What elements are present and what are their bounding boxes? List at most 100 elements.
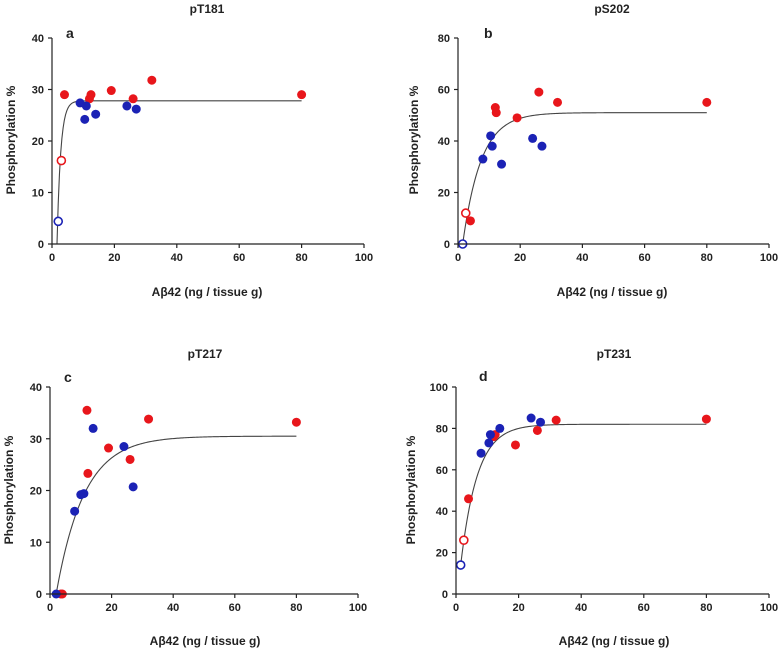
x-tick-label: 20 [514, 252, 526, 264]
x-tick-label: 40 [167, 602, 179, 614]
panel-c-fit-curve [55, 435, 297, 595]
panel-b-axes [454, 37, 770, 248]
open-blue-data-point [53, 216, 64, 227]
y-tick-label: 10 [32, 188, 44, 200]
y-tick-label: 0 [442, 589, 448, 601]
blue-data-point [478, 154, 488, 164]
panel-a-y-axis-label: Phosphorylation % [4, 85, 18, 194]
panel-d-y-axis-label: Phosphorylation % [404, 435, 418, 544]
panel-a-x-axis-label: Aβ42 (ng / tissue g) [152, 285, 263, 299]
panel-d-tick-labels: 0 20 40 60 80 100 0 20 40 60 80 100 [430, 382, 779, 614]
y-tick-label: 20 [438, 188, 450, 200]
open-red-data-point [56, 155, 67, 166]
red-data-point [82, 405, 92, 415]
red-data-point [291, 417, 301, 427]
blue-data-point [486, 131, 496, 141]
open-red-data-point [459, 535, 469, 545]
y-tick-label: 0 [36, 589, 42, 601]
panel-a: pT181 a Phosphorylation % Aβ42 (ng / tis… [4, 2, 373, 299]
panel-c: pT217 c Phosphorylation % Aβ42 (ng / tis… [2, 347, 367, 648]
x-tick-label: 100 [349, 602, 367, 614]
panel-d-title: pT231 [597, 347, 632, 361]
red-data-point [534, 87, 544, 97]
x-tick-label: 20 [108, 252, 120, 264]
panel-c-title: pT217 [188, 347, 223, 361]
red-data-point [464, 494, 474, 504]
red-data-point [297, 90, 307, 100]
x-tick-label: 40 [576, 252, 588, 264]
red-data-point [551, 415, 561, 425]
y-tick-label: 60 [438, 85, 450, 97]
panel-b-tick-labels: 0 20 40 60 80 0 20 40 60 80 100 [438, 33, 778, 264]
blue-data-point [119, 442, 129, 452]
blue-data-point [495, 423, 505, 433]
y-tick-label: 40 [30, 382, 42, 394]
blue-data-point [81, 101, 91, 111]
y-tick-label: 0 [38, 239, 44, 251]
open-blue-data-point [455, 560, 466, 570]
blue-data-point [528, 133, 538, 143]
x-tick-label: 60 [233, 252, 245, 264]
red-data-point [86, 90, 96, 100]
y-tick-label: 80 [436, 423, 448, 435]
blue-data-point [526, 413, 536, 423]
red-data-point [491, 108, 501, 118]
red-data-point [106, 86, 116, 96]
red-data-point [83, 468, 93, 478]
blue-data-point [70, 506, 80, 516]
x-tick-label: 80 [290, 602, 302, 614]
panel-b-y-axis-label: Phosphorylation % [407, 85, 421, 194]
panel-a-title: pT181 [190, 2, 225, 16]
panel-d-x-axis-label: Aβ42 (ng / tissue g) [559, 634, 670, 648]
x-tick-label: 60 [638, 602, 650, 614]
panel-c-points [51, 405, 301, 599]
y-tick-label: 10 [30, 537, 42, 549]
y-tick-label: 20 [30, 486, 42, 498]
panel-b-fit-curve [462, 112, 707, 245]
red-data-point [144, 414, 154, 424]
blue-data-point [128, 482, 138, 492]
blue-data-point [476, 448, 486, 458]
fit-curve-line [460, 423, 707, 566]
red-data-point [125, 454, 135, 464]
panel-b-letter: b [484, 25, 493, 41]
blue-data-point [122, 101, 132, 111]
red-data-point [104, 443, 114, 453]
y-tick-label: 60 [436, 465, 448, 477]
y-tick-label: 40 [436, 506, 448, 518]
red-data-point [147, 75, 157, 85]
x-tick-label: 20 [105, 602, 117, 614]
panel-a-fit-curve [56, 100, 302, 245]
x-tick-label: 80 [701, 252, 713, 264]
blue-data-point [91, 109, 101, 119]
red-data-point [553, 97, 563, 107]
panel-a-axes [48, 37, 365, 248]
red-data-point [510, 440, 520, 450]
red-data-point [701, 414, 711, 424]
x-tick-label: 0 [455, 252, 461, 264]
red-data-point [59, 90, 69, 100]
open-red-data-point [460, 208, 471, 218]
red-data-point [465, 216, 475, 226]
x-tick-label: 0 [49, 252, 55, 264]
fit-curve-line [462, 112, 707, 245]
panel-d-points [455, 413, 711, 570]
blue-data-point [79, 489, 89, 499]
x-tick-label: 40 [171, 252, 183, 264]
panel-b-title: pS202 [594, 2, 630, 16]
y-tick-label: 0 [444, 239, 450, 251]
blue-data-point [88, 423, 98, 433]
y-tick-label: 100 [430, 382, 448, 394]
x-tick-label: 100 [760, 602, 778, 614]
blue-data-point [487, 141, 497, 151]
panel-c-y-axis-label: Phosphorylation % [2, 435, 16, 544]
y-tick-label: 40 [438, 136, 450, 148]
panel-c-x-axis-label: Aβ42 (ng / tissue g) [150, 634, 261, 648]
x-tick-label: 100 [355, 252, 373, 264]
blue-data-point [537, 141, 547, 151]
panel-b: pS202 b Phosphorylation % Aβ42 (ng / tis… [407, 2, 778, 299]
red-data-point [512, 113, 522, 123]
panel-d: pT231 d Phosphorylation % Aβ42 (ng / tis… [404, 347, 778, 648]
panel-d-letter: d [479, 368, 488, 384]
y-tick-label: 40 [32, 33, 44, 45]
